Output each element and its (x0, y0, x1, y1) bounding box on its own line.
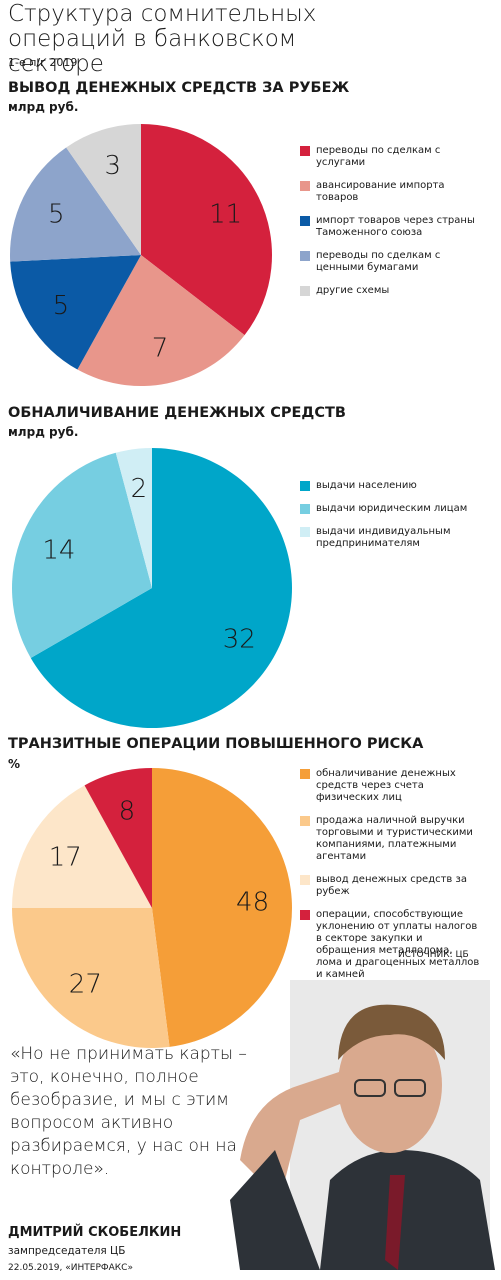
pie-slice (66, 124, 141, 255)
slice-label: 7 (152, 333, 169, 363)
legend-item: операции, способствующие уклонению от уп… (300, 909, 480, 981)
slice-label: 27 (69, 970, 102, 1000)
legend-swatch (300, 286, 310, 296)
legend-swatch (300, 146, 310, 156)
legend-swatch (300, 816, 310, 826)
slice-label: 32 (223, 624, 256, 654)
legend-swatch (300, 181, 310, 191)
legend-label: выдачи индивидуальным предпринимателям (316, 526, 451, 549)
slice-label: 5 (48, 199, 65, 229)
pie-slice (141, 124, 272, 336)
source: ИСТОЧНИК: ЦБ (398, 950, 469, 960)
pie-slice (84, 768, 152, 908)
pie-slice (12, 908, 170, 1048)
chart-title: ВЫВОД ДЕНЕЖНЫХ СРЕДСТВ ЗА РУБЕЖ (8, 80, 350, 96)
photo (230, 980, 495, 1270)
legend-label: другие схемы (316, 285, 390, 296)
legend-swatch (300, 216, 310, 226)
legend-item: другие схемы (300, 285, 480, 297)
legend-item: переводы по сделкам с ценными бумагами (300, 250, 480, 274)
legend: обналичивание денежных средств через сче… (300, 768, 480, 981)
pie-slice (77, 255, 245, 386)
pie-slice (30, 448, 293, 728)
unit-label: млрд руб. (8, 100, 79, 114)
legend-item: обналичивание денежных средств через сче… (300, 768, 480, 804)
pie-slice (115, 448, 152, 588)
slice-label: 14 (42, 535, 75, 565)
pie-slice (9, 147, 141, 262)
pie-slice (12, 785, 152, 908)
legend-swatch (300, 251, 310, 261)
pie-slice (12, 452, 152, 658)
legend-swatch (300, 481, 310, 491)
legend-item: выдачи индивидуальным предпринимателям (300, 526, 480, 550)
legend-swatch (300, 769, 310, 779)
footer: 22.05.2019, «ИНТЕРФАКС» (8, 1263, 133, 1273)
pie-slice (10, 255, 142, 370)
unit-label: млрд руб. (8, 425, 79, 439)
chart-title: ОБНАЛИЧИВАНИЕ ДЕНЕЖНЫХ СРЕДСТВ (8, 405, 346, 421)
legend-item: импорт товаров через страны Таможенного … (300, 215, 480, 239)
page-title: Структура сомнительных операций в банков… (8, 1, 317, 77)
legend-label: обналичивание денежных средств через сче… (316, 768, 456, 803)
legend-item: вывод денежных средств за рубеж (300, 874, 480, 898)
unit-label: % (8, 757, 21, 771)
chart-title: ТРАНЗИТНЫЕ ОПЕРАЦИИ ПОВЫШЕННОГО РИСКА (8, 736, 424, 752)
slice-label: 17 (49, 843, 82, 873)
slice-label: 8 (119, 796, 136, 826)
legend-swatch (300, 875, 310, 885)
legend-item: авансирование импорта товаров (300, 180, 480, 204)
person-role: зампредседателя ЦБ (8, 1245, 126, 1257)
slice-label: 5 (53, 291, 70, 321)
slice-label: 3 (104, 151, 121, 181)
legend-swatch (300, 504, 310, 514)
legend: переводы по сделкам с услугами авансирова… (300, 145, 480, 297)
legend-label: вывод денежных средств за рубеж (316, 874, 467, 897)
subtitle: 1-е п/г 2019 (8, 56, 78, 69)
legend-label: операции, способствующие уклонению от уп… (316, 909, 480, 980)
legend-label: продажа наличной выручки торговыми и тур… (316, 815, 473, 862)
legend-item: выдачи населению (300, 480, 480, 492)
legend-item: переводы по сделкам с услугами (300, 145, 480, 169)
slice-label: 48 (236, 888, 269, 918)
legend-label: выдачи населению (316, 480, 417, 491)
slice-label: 11 (209, 199, 242, 229)
legend-item: выдачи юридическим лицам (300, 503, 480, 515)
pie-slice (152, 768, 293, 1047)
legend-label: переводы по сделкам с ценными бумагами (316, 250, 441, 273)
quote: «Но не принимать карты – это, конечно, п… (10, 1044, 247, 1179)
legend-label: выдачи юридическим лицам (316, 503, 468, 514)
legend-swatch (300, 910, 310, 920)
legend-label: переводы по сделкам с услугами (316, 145, 441, 168)
legend-item: продажа наличной выручки торговыми и тур… (300, 815, 480, 863)
legend-label: импорт товаров через страны Таможенного … (316, 215, 475, 238)
legend: выдачи населению выдачи юридическим лицам… (300, 480, 480, 550)
person-name: ДМИТРИЙ СКОБЕЛКИН (8, 1225, 182, 1240)
legend-label: авансирование импорта товаров (316, 180, 445, 203)
legend-swatch (300, 527, 310, 537)
slice-label: 2 (131, 474, 148, 504)
